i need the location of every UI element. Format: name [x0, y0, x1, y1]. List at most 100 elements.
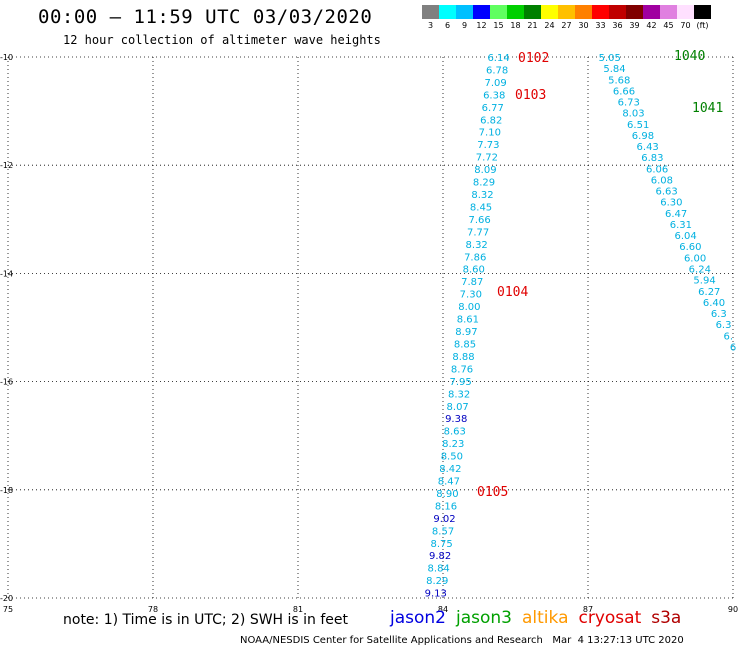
legend-label: 3 [427, 21, 434, 30]
wave-height-value: 8.75 [430, 539, 452, 550]
legend-swatch [677, 5, 694, 19]
legend-label: 36 [612, 21, 623, 30]
lon-tick-label: 90 [728, 605, 738, 614]
legend-swatch [473, 5, 490, 19]
wave-height-value: 8.45 [470, 202, 492, 213]
credit-line: NOAA/NESDIS Center for Satellite Applica… [240, 635, 684, 646]
wave-height-value: 6.24 [689, 265, 711, 276]
wave-height-value: 8.47 [438, 476, 460, 487]
wave-height-value: 9.13 [425, 589, 447, 600]
wave-height-value: 6.82 [480, 115, 502, 126]
wave-height-value: 8.90 [436, 489, 458, 500]
legend-label: 27 [561, 21, 572, 30]
wave-height-value: 6.51 [627, 120, 649, 131]
axis-tick-labels: 75 78 81 84 87 90 -10 -12 -14 -16 -18 -20 [0, 53, 738, 614]
legend-label: 30 [578, 21, 589, 30]
wave-height-value: 8.00 [458, 302, 480, 313]
pass-label: 1041 [692, 101, 723, 116]
legend-label: 21 [527, 21, 538, 30]
lat-tick-label: -18 [0, 486, 13, 495]
satellite-jason2-label: jason2 [390, 608, 446, 628]
wave-height-value: 7.86 [464, 252, 486, 263]
legend-label: 45 [663, 21, 674, 30]
wave-height-value: 9.38 [445, 414, 467, 425]
wave-height-value: 8.32 [448, 389, 470, 400]
wave-height-value: 8.32 [471, 190, 493, 201]
legend-swatch [439, 5, 456, 19]
wave-height-value: 6.77 [482, 103, 504, 114]
wave-height-value: 7.95 [449, 377, 471, 388]
wave-height-value: 8.42 [439, 464, 461, 475]
wave-height-value: 6. [723, 331, 733, 342]
wave-height-value: 6.04 [674, 231, 696, 242]
wave-height-value: 5.84 [603, 64, 625, 75]
wave-height-value: 8.57 [432, 526, 454, 537]
satellite-s3a-label: s3a [651, 608, 682, 628]
wave-height-value: 6.66 [613, 86, 635, 97]
legend-label: 12 [476, 21, 487, 30]
pass-label: 1040 [674, 49, 705, 64]
lat-tick-label: -16 [0, 378, 13, 387]
legend-swatch [490, 5, 507, 19]
wave-height-value: 7.87 [461, 277, 483, 288]
wave-height-value: 8.03 [622, 109, 644, 120]
chart-title: 00:00 – 11:59 UTC 03/03/2020 [38, 6, 373, 28]
lon-tick-label: 81 [293, 605, 303, 614]
legend-label: 42 [646, 21, 657, 30]
pass-label: 0103 [515, 88, 546, 103]
wave-height-value: 6.31 [670, 220, 692, 231]
wave-height-value: 6.40 [703, 298, 725, 309]
legend-label: 6 [444, 21, 451, 30]
legend-swatch [541, 5, 558, 19]
wave-height-value: 6.43 [637, 142, 659, 153]
pass-label: 0104 [497, 285, 528, 300]
legend-swatch [456, 5, 473, 19]
lon-tick-label: 78 [148, 605, 158, 614]
lon-tick-label: 87 [583, 605, 593, 614]
wave-height-value: 8.97 [455, 327, 477, 338]
legend-swatch [422, 5, 439, 19]
wave-height-value: 8.29 [473, 178, 495, 189]
lat-tick-label: -20 [0, 594, 13, 603]
lat-tick-label: -12 [0, 161, 13, 170]
wave-height-value: 7.72 [476, 153, 498, 164]
legend-swatch [575, 5, 592, 19]
wave-height-value: 8.88 [452, 352, 474, 363]
legend-label: (ft) [696, 21, 709, 30]
legend-label: 70 [680, 21, 691, 30]
wave-height-value: 6.47 [665, 209, 687, 220]
lon-tick-label: 75 [3, 605, 13, 614]
pass-labels: 0102 0103 0104 0105 1040 1041 [477, 49, 723, 500]
wave-height-value: 8.63 [444, 427, 466, 438]
altimeter-tracks: 6.146.78 7.096.38 6.776.82 7.107.73 7.728.09… [425, 53, 737, 600]
pass-label: 0105 [477, 485, 508, 500]
legend-label: 15 [493, 21, 504, 30]
satellite-jason3-label: jason3 [456, 608, 512, 628]
wave-height-value: 6.08 [651, 175, 673, 186]
legend-label: 9 [461, 21, 468, 30]
legend-labels: 3 6 9 12 15 18 21 24 27 30 33 36 39 42 45 70 (ft) [422, 21, 711, 30]
wave-height-value: 8.09 [474, 165, 496, 176]
pass-label: 0102 [518, 51, 549, 66]
wave-height-value: 6.3 [711, 309, 727, 320]
legend-swatch [626, 5, 643, 19]
legend-label: 24 [544, 21, 555, 30]
legend-swatch [507, 5, 524, 19]
lat-tick-label: -10 [0, 53, 13, 62]
wave-height-value: 6.60 [679, 242, 701, 253]
legend-swatch [660, 5, 677, 19]
legend-swatch [558, 5, 575, 19]
wave-height-value: 8.32 [466, 240, 488, 251]
wave-height-value: 6.98 [632, 131, 654, 142]
lat-tick-label: -14 [0, 269, 13, 278]
wave-height-value: 8.16 [435, 501, 457, 512]
wave-height-value: 7.73 [477, 140, 499, 151]
legend-swatch [694, 5, 711, 19]
chart-subtitle: 12 hour collection of altimeter wave hei… [63, 33, 381, 47]
wave-height-value: 6.00 [684, 253, 706, 264]
wave-height-value: 9.02 [433, 514, 455, 525]
satellite-legend: jason2 jason3 altika cryosat s3a [390, 608, 691, 628]
wave-height-value: 7.77 [467, 227, 489, 238]
wave-height-value: 6.83 [641, 153, 663, 164]
satellite-cryosat-label: cryosat [578, 608, 642, 628]
